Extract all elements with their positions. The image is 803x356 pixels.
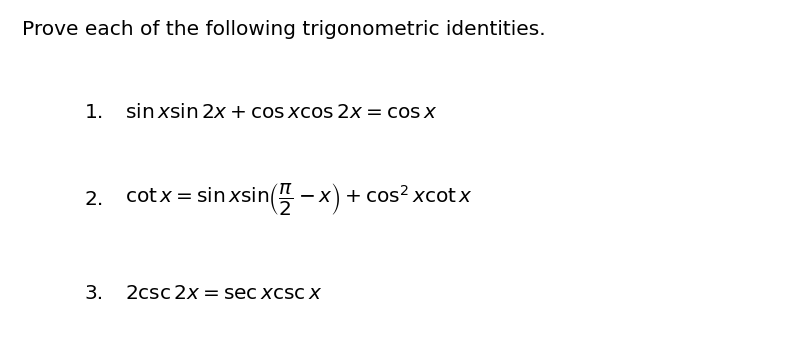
Text: 3.: 3.: [84, 284, 104, 303]
Text: 2.: 2.: [84, 190, 104, 209]
Text: Prove each of the following trigonometric identities.: Prove each of the following trigonometri…: [22, 20, 544, 38]
Text: $\cot x=\sin x\sin\!\left(\dfrac{\pi}{2}-x\right)+\cos^{2}x\cot x$: $\cot x=\sin x\sin\!\left(\dfrac{\pi}{2}…: [124, 181, 472, 218]
Text: $2\csc 2x=\sec x\csc x$: $2\csc 2x=\sec x\csc x$: [124, 284, 321, 303]
Text: $\sin x\sin 2x+\cos x\cos 2x=\cos x$: $\sin x\sin 2x+\cos x\cos 2x=\cos x$: [124, 103, 436, 122]
Text: 1.: 1.: [84, 103, 104, 122]
